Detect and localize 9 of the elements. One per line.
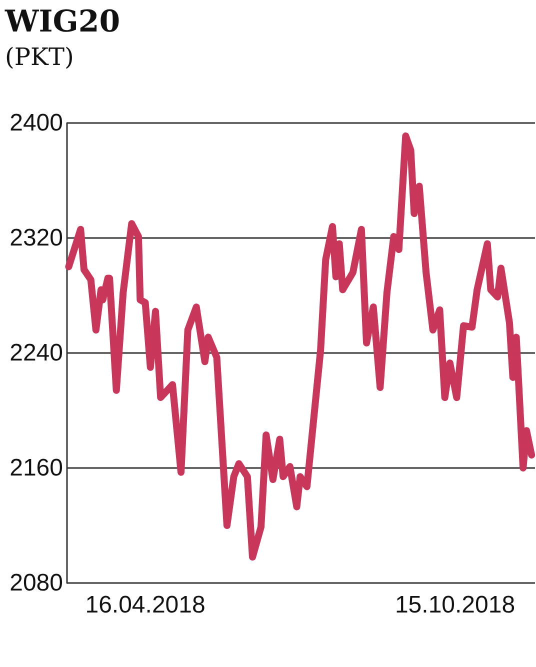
chart-subtitle: (PKT) (5, 43, 74, 71)
y-tick-label: 2400 (10, 110, 63, 136)
y-tick-label: 2240 (10, 340, 63, 366)
chart-title: WIG20 (4, 4, 120, 40)
x-tick-label: 15.10.2018 (394, 592, 516, 618)
y-tick-label: 2080 (10, 570, 63, 596)
x-tick-label: 16.04.2018 (85, 592, 206, 618)
y-tick-label: 2160 (10, 454, 63, 482)
y-tick-label: 2320 (10, 224, 63, 252)
